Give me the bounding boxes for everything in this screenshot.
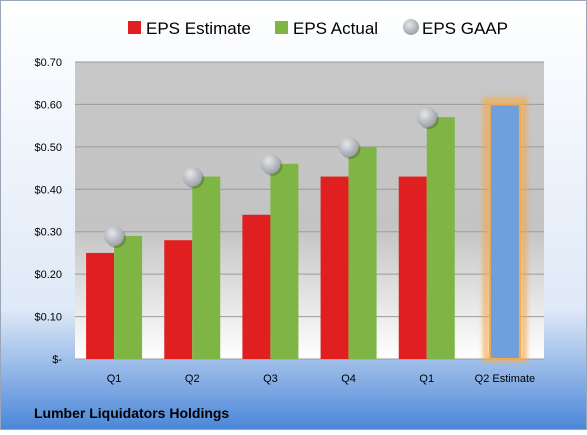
x-tick-label: Q2 xyxy=(185,373,200,385)
x-tick-label: Q1 xyxy=(419,373,434,385)
bar-eps-estimate xyxy=(242,214,271,359)
y-tick-label: $0.10 xyxy=(34,312,62,324)
bar-eps-actual xyxy=(348,146,377,359)
eps-gaap-marker xyxy=(260,153,281,174)
chart-caption: Lumber Liquidators Holdings xyxy=(34,405,229,421)
bar-eps-estimate xyxy=(164,240,193,359)
y-tick-label: $0.70 xyxy=(34,57,62,69)
eps-gaap-marker xyxy=(338,136,359,157)
bar-eps-estimate xyxy=(86,252,115,359)
y-tick-label: $0.20 xyxy=(34,269,62,281)
legend-swatch xyxy=(128,21,141,34)
bar-eps-actual xyxy=(270,163,299,359)
legend: EPS Estimate EPS Actual EPS GAAP xyxy=(128,19,508,38)
x-axis-ticks: Q1 Q2 Q3 Q4 Q1 Q2 Estimate xyxy=(107,373,535,385)
legend-swatch xyxy=(403,19,419,35)
gridlines xyxy=(75,61,544,360)
eps-gaap-marker xyxy=(416,107,437,128)
bar-q2-estimate xyxy=(488,103,521,360)
y-tick-label: $0.30 xyxy=(34,227,62,239)
bar-eps-actual xyxy=(192,176,221,359)
eps-gaap-marker xyxy=(182,166,203,187)
x-tick-label: Q3 xyxy=(263,373,278,385)
bar-eps-actual xyxy=(114,235,143,359)
legend-swatch xyxy=(275,21,288,34)
legend-label: EPS Actual xyxy=(293,19,378,38)
y-tick-label: $0.40 xyxy=(34,184,62,196)
bar-eps-estimate xyxy=(320,176,349,359)
x-tick-label: Q2 Estimate xyxy=(475,373,536,385)
x-tick-label: Q4 xyxy=(341,373,356,385)
legend-label: EPS Estimate xyxy=(146,19,251,38)
gaap-markers xyxy=(104,107,439,248)
legend-label: EPS GAAP xyxy=(422,19,508,38)
y-tick-label: $- xyxy=(52,354,62,366)
y-tick-label: $0.50 xyxy=(34,142,62,154)
x-tick-label: Q1 xyxy=(107,373,122,385)
bar-eps-estimate xyxy=(398,176,427,359)
y-tick-label: $0.60 xyxy=(34,99,62,111)
bar-eps-actual xyxy=(426,117,455,360)
eps-gaap-marker xyxy=(104,225,125,246)
y-axis-ticks: $- $0.10 $0.20 $0.30 $0.40 $0.50 $0.60 $0.70 xyxy=(34,57,62,366)
plot-area xyxy=(75,62,544,359)
bars xyxy=(86,97,527,363)
